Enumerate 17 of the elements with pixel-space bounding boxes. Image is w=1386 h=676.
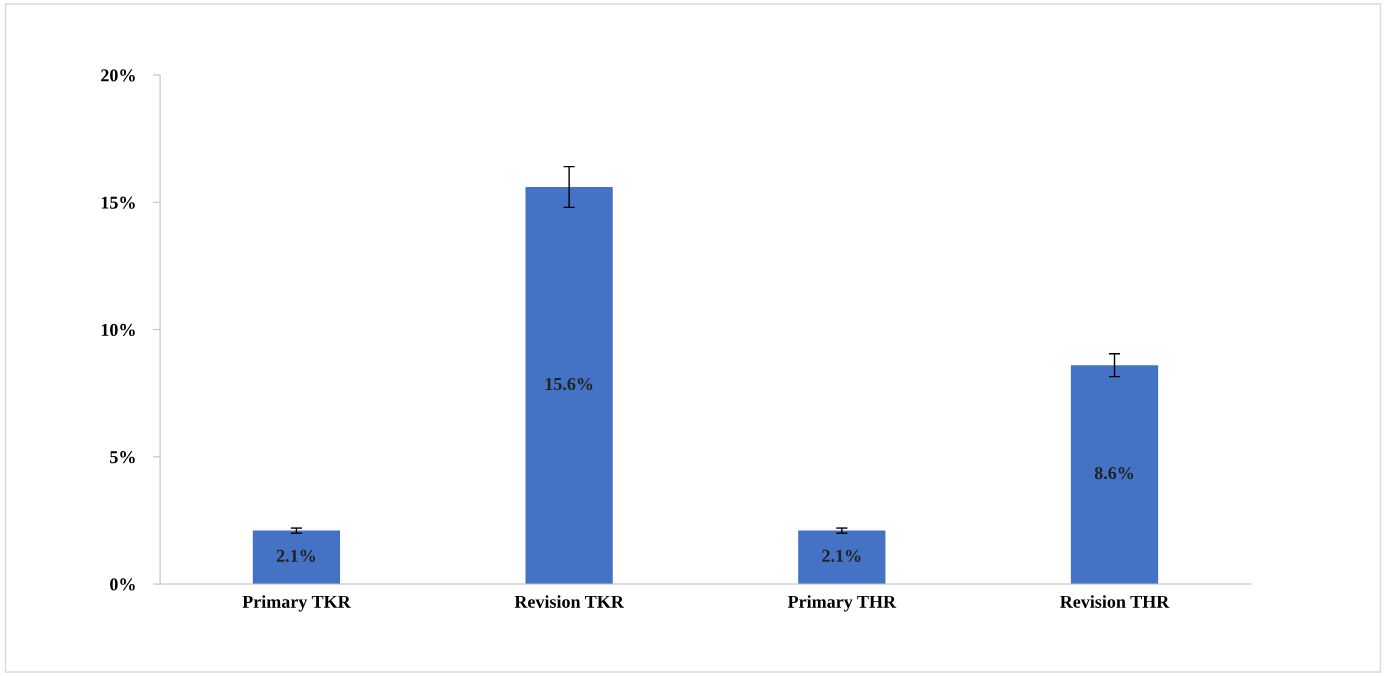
- bar: [252, 530, 341, 585]
- bar: [525, 187, 613, 585]
- y-tick-label: 15%: [101, 196, 135, 209]
- data-label: 2.1%: [822, 549, 861, 562]
- x-tick-label: Primary THR: [787, 595, 897, 612]
- data-label: 8.6%: [1094, 466, 1134, 480]
- x-tick-label: Revision THR: [1060, 595, 1170, 608]
- x-tick-label: Primary TKR: [242, 595, 351, 612]
- bar: [798, 530, 886, 585]
- data-label: 2.1%: [276, 549, 316, 562]
- y-tick-label: 10%: [101, 323, 135, 337]
- y-tick-label: 5%: [110, 451, 135, 464]
- data-label: 15.6%: [545, 377, 593, 391]
- y-tick-label: 0%: [110, 578, 135, 591]
- y-tick-label: 20%: [101, 69, 135, 82]
- x-tick-label: Revision TKR: [514, 595, 625, 608]
- bar: [1070, 365, 1159, 585]
